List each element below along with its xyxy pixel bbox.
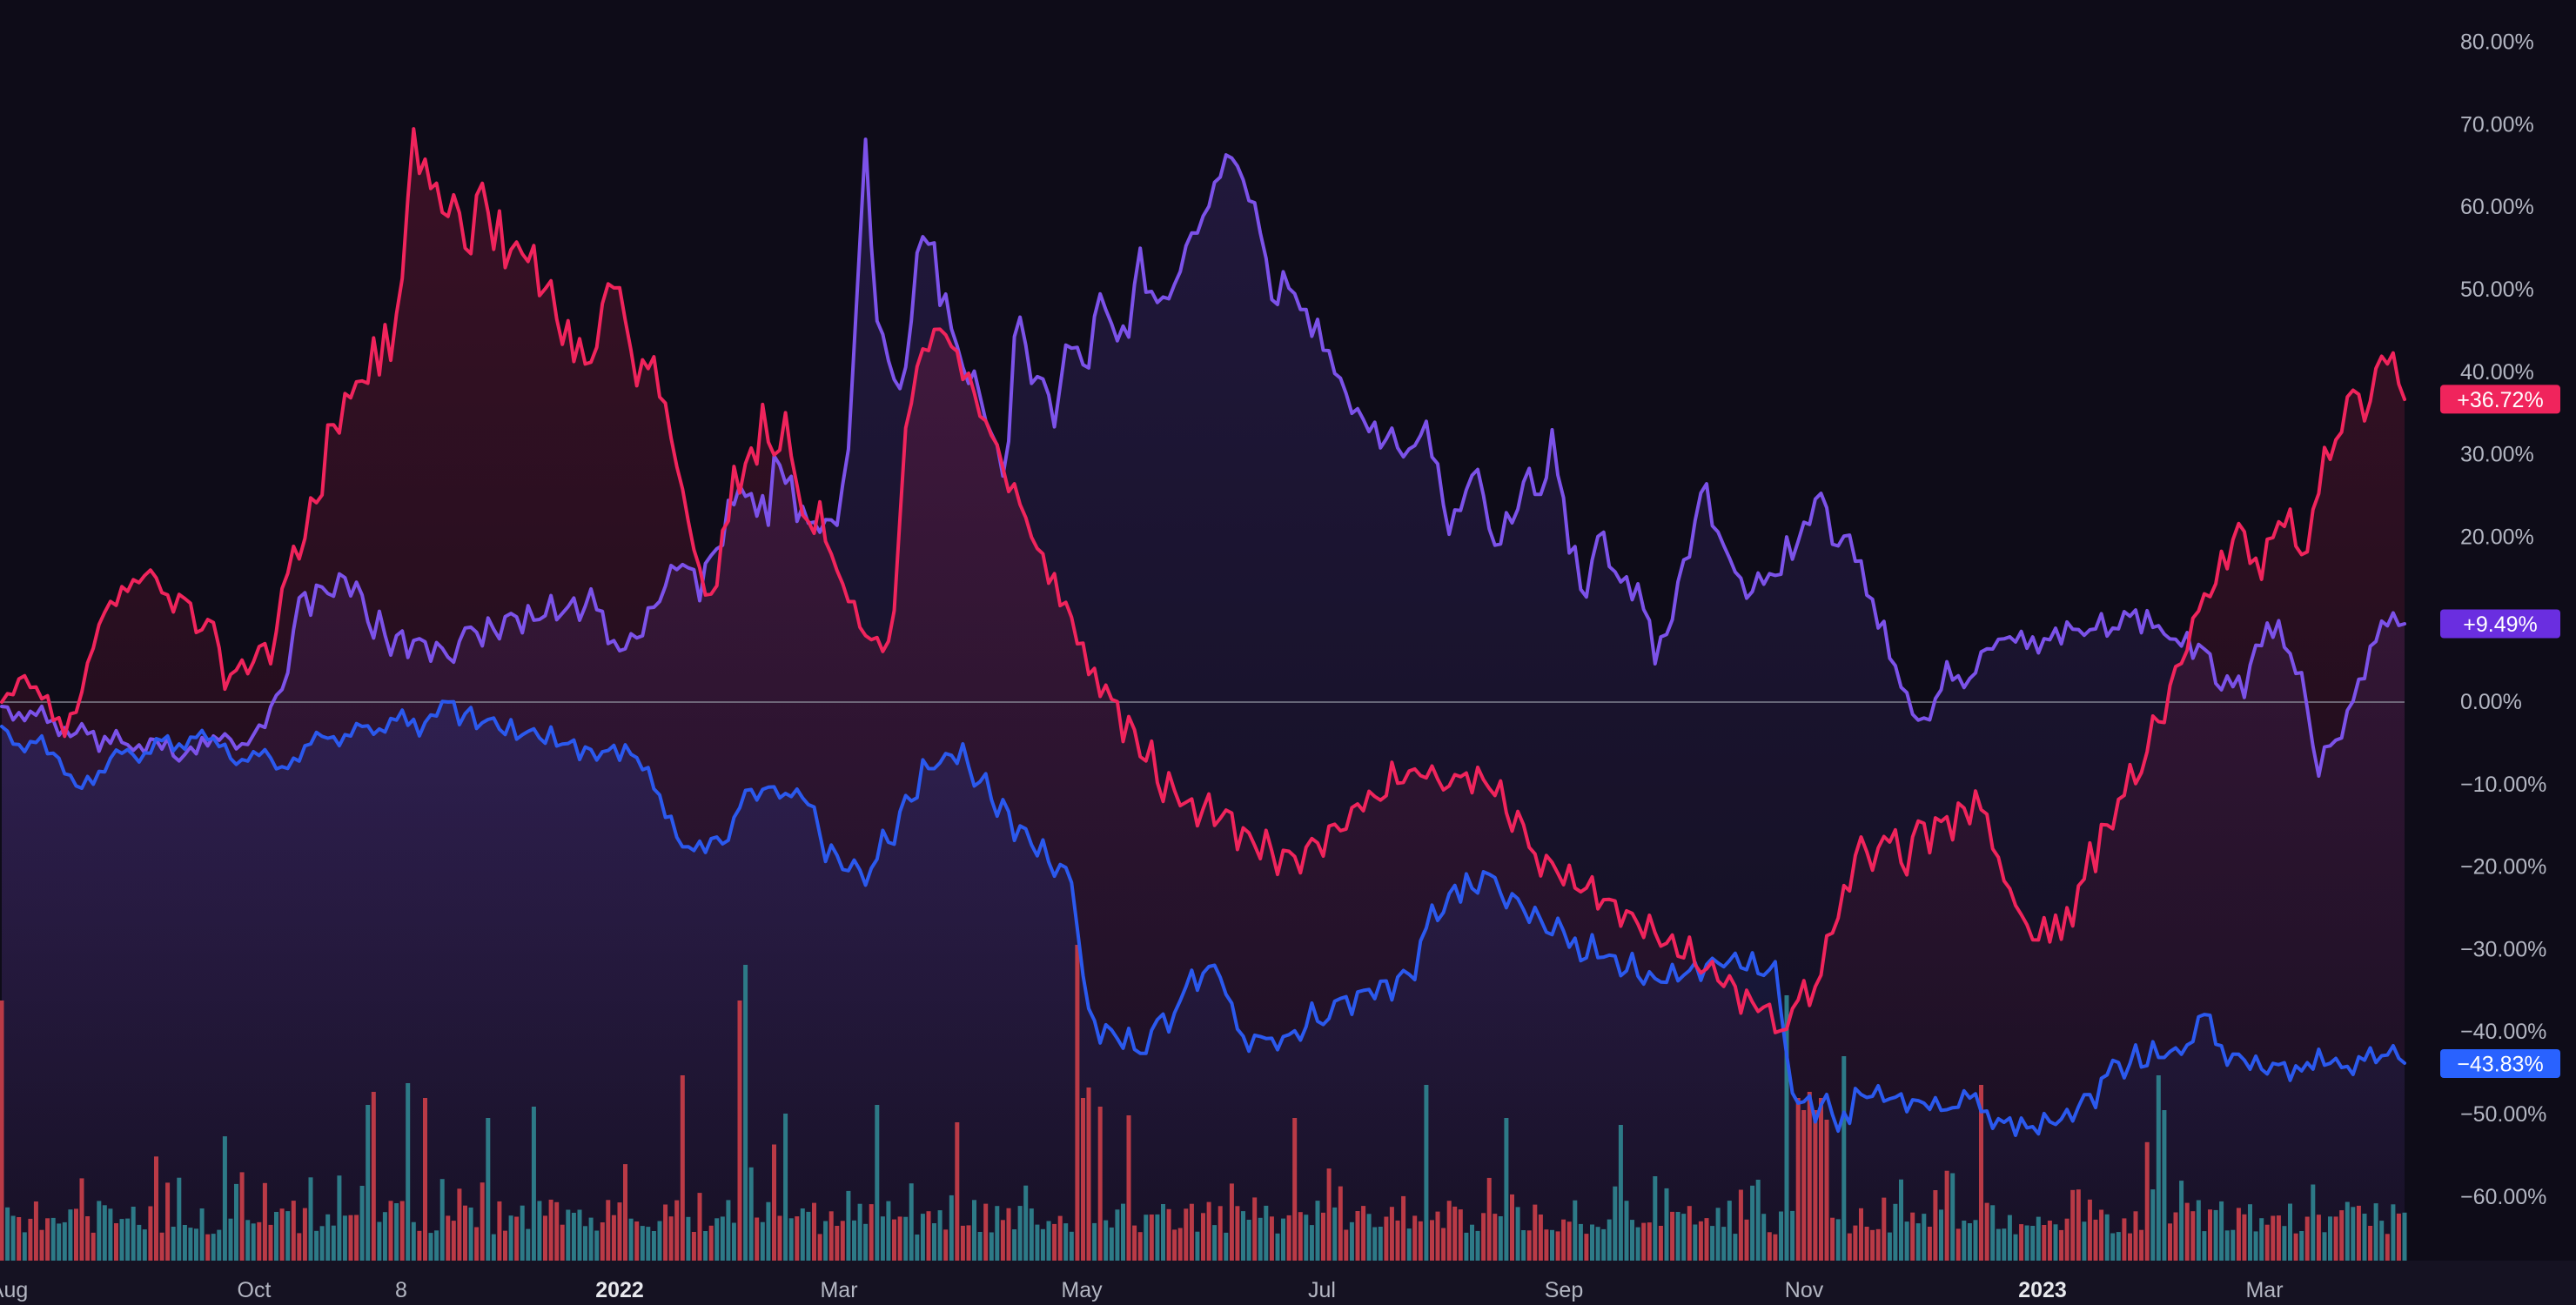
svg-text:70.00%: 70.00% (2460, 112, 2534, 137)
svg-text:−40.00%: −40.00% (2460, 1020, 2546, 1044)
svg-text:+9.49%: +9.49% (2463, 612, 2538, 637)
svg-text:−43.83%: −43.83% (2457, 1053, 2543, 1077)
svg-text:−50.00%: −50.00% (2460, 1102, 2546, 1127)
svg-text:+36.72%: +36.72% (2457, 388, 2543, 412)
svg-text:8: 8 (395, 1278, 407, 1302)
svg-text:−20.00%: −20.00% (2460, 855, 2546, 880)
svg-text:−10.00%: −10.00% (2460, 773, 2546, 797)
svg-text:Mar: Mar (820, 1278, 857, 1302)
svg-text:Mar: Mar (2245, 1278, 2283, 1302)
svg-text:80.00%: 80.00% (2460, 30, 2534, 55)
svg-text:20.00%: 20.00% (2460, 525, 2534, 549)
svg-text:40.00%: 40.00% (2460, 360, 2534, 385)
svg-text:2022: 2022 (595, 1278, 644, 1302)
svg-text:Sep: Sep (1545, 1278, 1583, 1302)
svg-text:Aug: Aug (0, 1278, 28, 1302)
svg-text:50.00%: 50.00% (2460, 278, 2534, 302)
svg-text:Jul: Jul (1308, 1278, 1336, 1302)
svg-text:60.00%: 60.00% (2460, 195, 2534, 219)
svg-text:Oct: Oct (238, 1278, 272, 1302)
svg-text:May: May (1061, 1278, 1103, 1302)
svg-text:−60.00%: −60.00% (2460, 1185, 2546, 1209)
svg-text:−30.00%: −30.00% (2460, 937, 2546, 961)
svg-text:Nov: Nov (1785, 1278, 1824, 1302)
svg-text:30.00%: 30.00% (2460, 443, 2534, 467)
svg-text:2023: 2023 (2018, 1278, 2067, 1302)
svg-text:0.00%: 0.00% (2460, 690, 2522, 714)
